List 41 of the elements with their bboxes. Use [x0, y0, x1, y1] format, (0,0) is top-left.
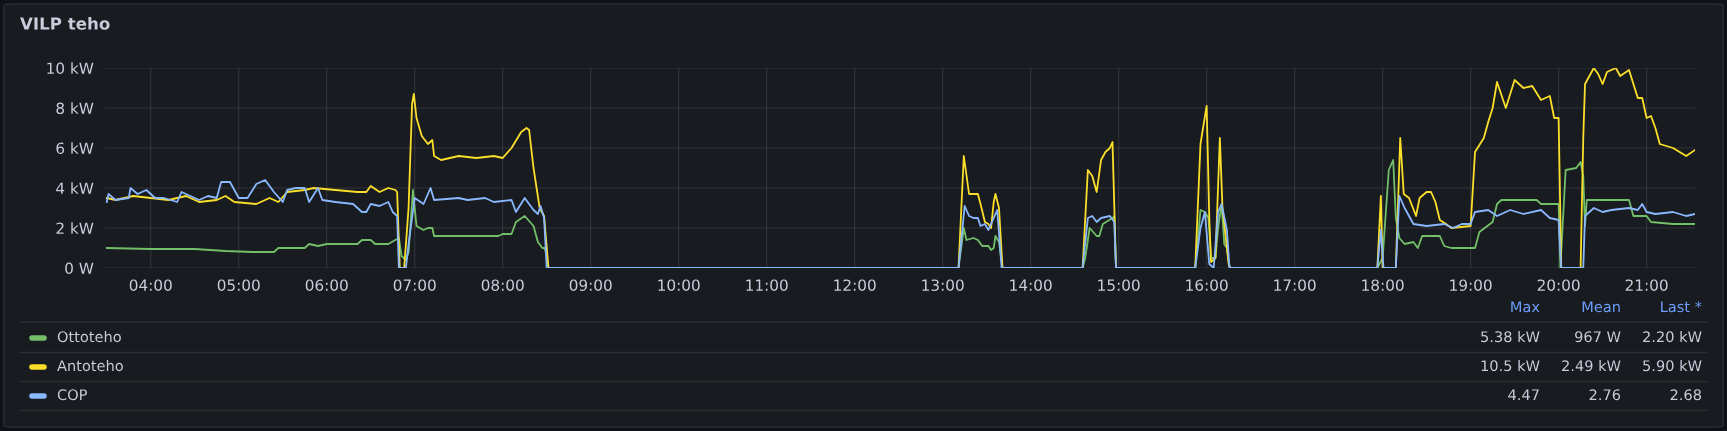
y-tick-label: 8 kW	[56, 102, 94, 115]
chart-title: VILP teho	[20, 16, 110, 30]
y-tick-label: 0 W	[65, 262, 94, 275]
y-tick-label: 2 kW	[56, 222, 94, 234]
x-tick-label: 05:00	[217, 279, 260, 291]
text: 4.47	[1508, 389, 1539, 401]
x-tick-label: 12:00	[834, 279, 876, 291]
x-tick-label: 14:00	[1010, 279, 1052, 291]
x-tick-label: 17:00	[1274, 279, 1316, 291]
x-tick-label: 18:00	[1362, 279, 1404, 291]
x-tick-label: 11:00	[746, 279, 788, 291]
y-tick-label: 10 kW	[47, 62, 94, 75]
legend-label: COP	[57, 389, 87, 401]
text: 5.38 kW	[1481, 330, 1540, 343]
x-tick-label: 04:00	[129, 279, 172, 291]
y-tick-label: 4 kW	[56, 182, 94, 194]
legend-label: Antoteho	[57, 359, 123, 372]
x-tick-label: 15:00	[1098, 279, 1140, 291]
text: Mean	[1582, 301, 1620, 313]
x-tick-label: 10:00	[658, 279, 700, 291]
text: 2.20 kW	[1643, 330, 1702, 343]
text: 967 W	[1575, 331, 1621, 343]
x-tick-label: 13:00	[922, 279, 964, 291]
x-tick-label: 08:00	[481, 279, 524, 291]
text: Last *	[1661, 301, 1702, 313]
x-tick-label: 06:00	[305, 279, 348, 291]
text: Max	[1511, 301, 1540, 313]
text: 2.68	[1670, 389, 1701, 401]
x-tick-label: 09:00	[569, 279, 612, 291]
y-tick-label: 6 kW	[56, 142, 94, 155]
line-series	[105, 179, 1695, 268]
x-tick-label: 21:00	[1625, 279, 1668, 291]
text: 5.90 kW	[1643, 359, 1702, 372]
legend-label: Ottoteho	[57, 330, 121, 343]
text: 2.49 kW	[1562, 359, 1621, 372]
text: 10.5 kW	[1481, 359, 1540, 372]
text: 2.76	[1589, 389, 1621, 401]
x-tick-label: 19:00	[1450, 279, 1492, 291]
x-tick-label: 16:00	[1186, 279, 1228, 291]
x-tick-label: 20:00	[1537, 279, 1580, 291]
x-tick-label: 07:00	[393, 279, 436, 291]
